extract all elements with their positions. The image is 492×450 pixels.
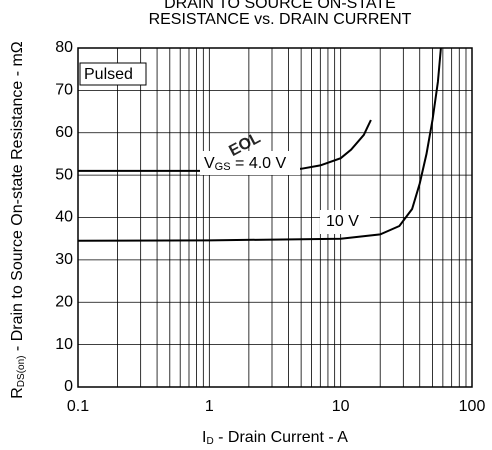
- series-label-main: V: [204, 155, 215, 172]
- chart-title: RESISTANCE vs. DRAIN CURRENT: [149, 11, 412, 28]
- x-tick-label: 100: [459, 398, 486, 415]
- y-tick-label: 40: [55, 209, 73, 226]
- series-label-rest: = 4.0 V: [231, 155, 287, 172]
- y-label-sub: DS(on): [16, 356, 27, 388]
- annotation: Pulsed: [84, 66, 133, 83]
- x-tick-label: 0.1: [67, 398, 89, 415]
- y-label-rest: - Drain to Source On-state Resistance - …: [9, 41, 26, 355]
- y-tick-label: 80: [55, 39, 73, 56]
- x-label-rest: - Drain Current - A: [214, 429, 349, 446]
- chart-title: DRAIN TO SOURCE ON-STATE: [164, 0, 396, 12]
- legend-box: [200, 151, 300, 175]
- y-label-main: R: [9, 387, 26, 399]
- x-label-sub: D: [206, 436, 213, 447]
- legend-box: [320, 210, 370, 234]
- grid: [77, 47, 473, 388]
- series-label: VGS = 4.0 V: [204, 155, 287, 173]
- x-tick-label: 1: [205, 398, 214, 415]
- y-tick-label: 0: [64, 378, 73, 395]
- y-tick-label: 10: [55, 336, 73, 353]
- series-label-sub: GS: [215, 161, 231, 173]
- series-line: [77, 47, 442, 242]
- x-tick-label: 10: [332, 398, 350, 415]
- y-axis-label: RDS(on) - Drain to Source On-state Resis…: [9, 41, 26, 399]
- plot-frame: [77, 47, 473, 388]
- y-tick-label: 30: [55, 251, 73, 268]
- y-tick-label: 60: [55, 124, 73, 141]
- series-label: 10 V: [326, 213, 359, 230]
- y-tick-label: 20: [55, 293, 73, 310]
- y-tick-label: 70: [55, 82, 73, 99]
- x-axis-label: ID - Drain Current - A: [202, 429, 348, 446]
- y-tick-label: 50: [55, 166, 73, 183]
- annotation-box: [79, 62, 147, 86]
- x-label-main: I: [202, 429, 206, 446]
